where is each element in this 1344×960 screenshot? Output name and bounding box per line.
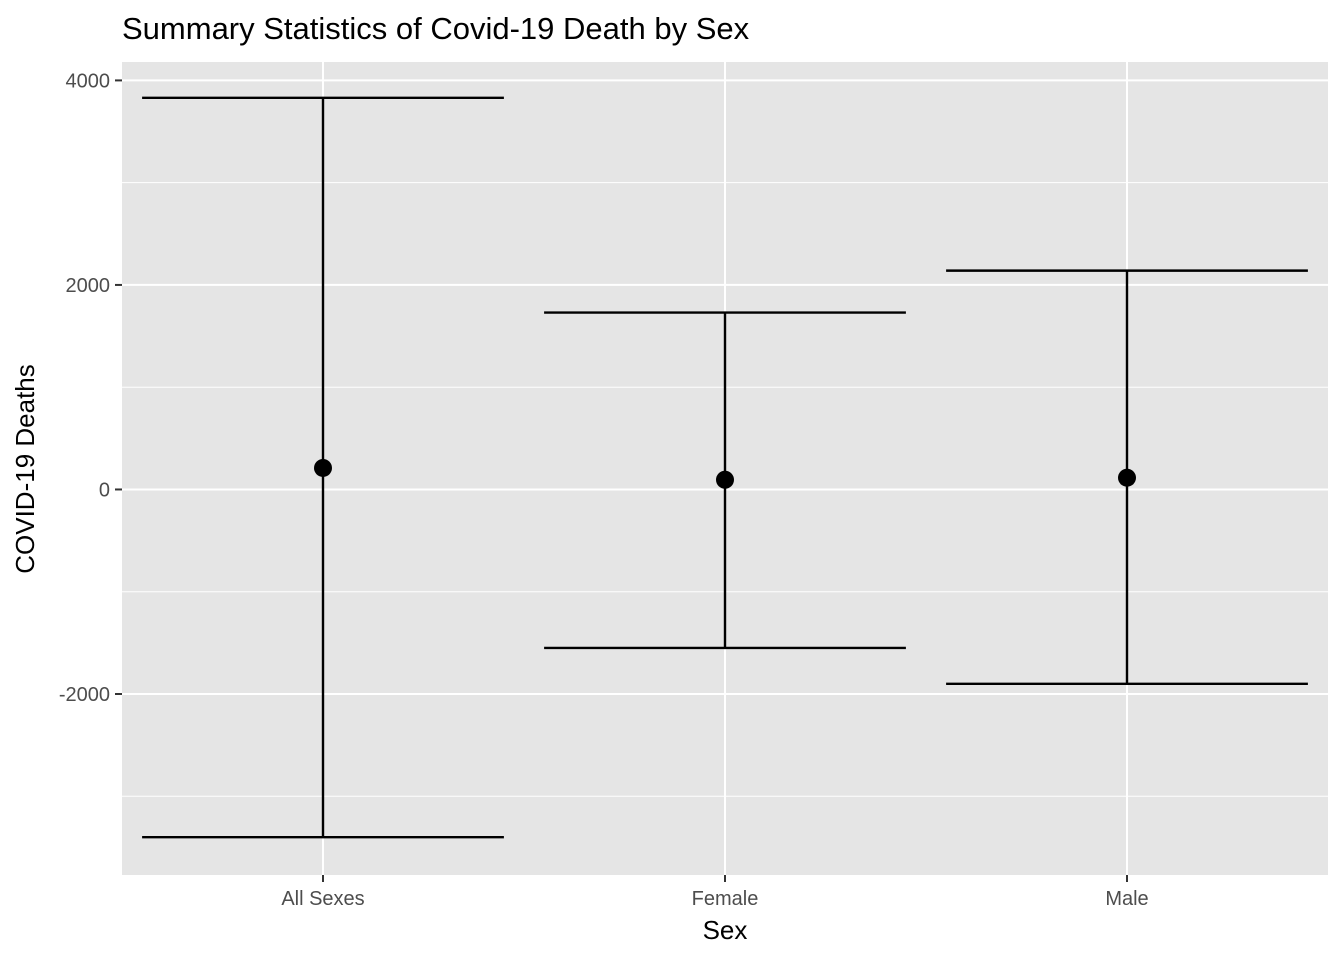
mean-point [314,458,332,477]
y-tick-label: 2000 [66,275,111,297]
y-tick-label: 0 [99,479,110,501]
mean-point [716,470,734,489]
errorbar-marks [142,96,1308,839]
x-tick-label: Male [1105,888,1148,910]
x-tick-label: Female [692,888,759,910]
x-axis: All Sexes Female Male [281,875,1149,910]
y-tick-label: -2000 [59,684,110,706]
x-tick-label: All Sexes [281,888,364,910]
y-axis-title: COVID-19 Deaths [10,364,40,574]
y-tick-label: 4000 [66,70,111,92]
mean-point [1118,468,1136,487]
chart-title: Summary Statistics of Covid-19 Death by … [122,11,750,46]
y-axis: -2000 0 2000 4000 [59,70,122,706]
x-axis-title: Sex [703,915,748,945]
